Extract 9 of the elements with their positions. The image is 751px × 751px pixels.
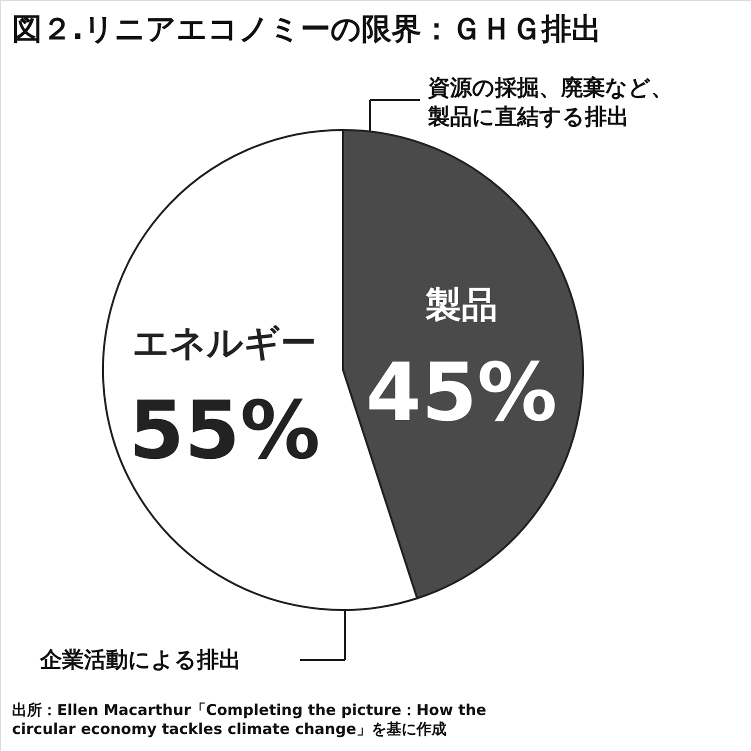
text: 企業活動による排出: [39, 648, 241, 673]
slice-label: エネルギー: [132, 322, 316, 364]
data-label: 45%: [366, 346, 558, 440]
chart-title: 図２.リニアエコノミーの限界：ＧＨＧ排出: [12, 12, 602, 47]
slice-label: 製品: [424, 285, 498, 326]
text: 資源の採掘、廃棄など、: [427, 75, 673, 101]
text: 製品に直結する排出: [427, 105, 629, 130]
text: 出所：Ellen Macarthur「Completing the picture：How the circular economy tackles climate change」を基に作成: [12, 701, 486, 738]
data-label: 55%: [128, 384, 320, 477]
